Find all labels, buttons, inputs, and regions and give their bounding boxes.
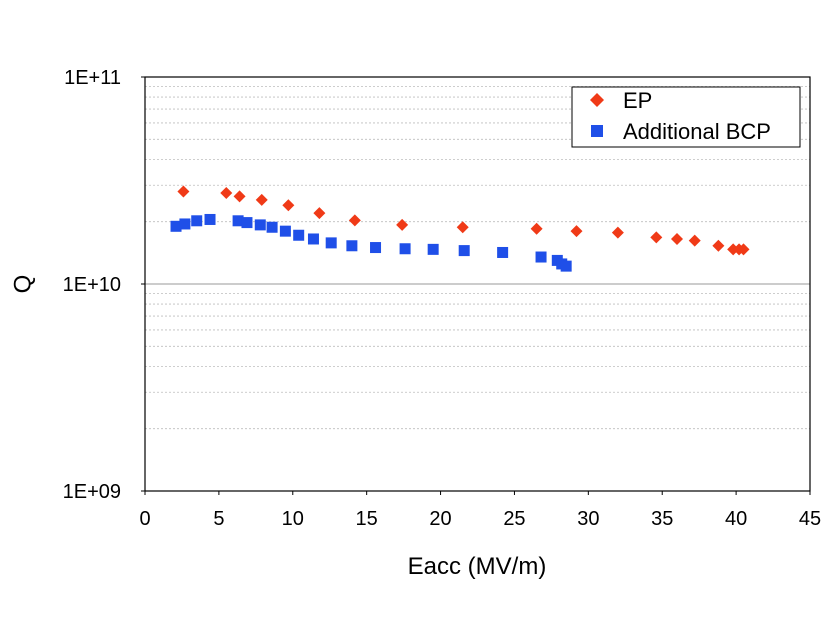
data-point-additional-bcp (346, 240, 358, 252)
x-tick-label: 10 (282, 508, 304, 530)
y-tick-label: 1E+11 (64, 67, 121, 89)
data-point-ep (255, 193, 268, 206)
data-point-additional-bcp (241, 217, 253, 229)
data-point-additional-bcp (191, 215, 203, 227)
data-point-additional-bcp (458, 245, 470, 257)
data-point-ep (177, 185, 190, 198)
legend-bcp-marker (591, 125, 603, 137)
data-point-ep (737, 243, 750, 256)
data-point-additional-bcp (370, 242, 382, 254)
data-point-ep (712, 239, 725, 252)
data-point-additional-bcp (497, 246, 509, 258)
data-point-additional-bcp (535, 251, 547, 263)
data-point-ep (570, 225, 583, 238)
x-tick-label: 40 (725, 508, 747, 530)
data-point-additional-bcp (560, 260, 572, 272)
data-point-additional-bcp (307, 233, 319, 245)
legend-ep-label: EP (623, 88, 652, 113)
x-tick-label: 35 (651, 508, 673, 530)
data-point-additional-bcp (266, 221, 278, 233)
data-point-additional-bcp (325, 237, 337, 249)
data-point-ep (233, 190, 246, 203)
x-tick-label: 0 (139, 508, 150, 530)
data-point-ep (348, 214, 361, 227)
data-point-additional-bcp (254, 219, 266, 231)
data-point-additional-bcp (293, 229, 305, 241)
data-series (170, 185, 750, 272)
legend-box (571, 86, 801, 148)
y-tick-label: 1E+09 (63, 481, 121, 503)
y-tick-label: 1E+10 (63, 274, 121, 296)
data-point-ep (650, 231, 663, 244)
data-point-ep (611, 226, 624, 239)
data-point-ep (688, 234, 701, 247)
data-point-ep (220, 187, 233, 200)
y-axis-title: Q (9, 275, 36, 294)
x-tick-label: 20 (429, 508, 451, 530)
data-point-additional-bcp (279, 225, 291, 237)
data-point-additional-bcp (170, 220, 182, 232)
x-axis-title: Eacc (MV/m) (408, 553, 547, 580)
data-point-ep (313, 207, 326, 220)
data-point-ep (396, 218, 409, 231)
data-point-additional-bcp (204, 213, 216, 225)
x-tick-label: 25 (503, 508, 525, 530)
tick-labels: 0 5 10 15 20 25 30 35 40 45 1E+09 1E+10 1E+11 (63, 67, 822, 530)
x-tick-label: 5 (213, 508, 224, 530)
x-tick-label: 15 (356, 508, 378, 530)
data-point-ep (530, 222, 543, 235)
data-point-additional-bcp (427, 243, 439, 255)
grid-lines (145, 86, 810, 430)
legend-ep-marker (590, 93, 604, 107)
data-point-ep (456, 221, 469, 234)
data-point-additional-bcp (179, 218, 191, 230)
data-point-ep (671, 232, 683, 245)
legend: EP Additional BCP (571, 86, 801, 148)
data-point-additional-bcp (232, 215, 244, 227)
x-tick-label: 30 (577, 508, 599, 530)
data-point-additional-bcp (399, 243, 411, 255)
data-point-ep (282, 199, 295, 212)
x-tick-label: 45 (799, 508, 821, 530)
legend-bcp-label: Additional BCP (623, 119, 771, 144)
